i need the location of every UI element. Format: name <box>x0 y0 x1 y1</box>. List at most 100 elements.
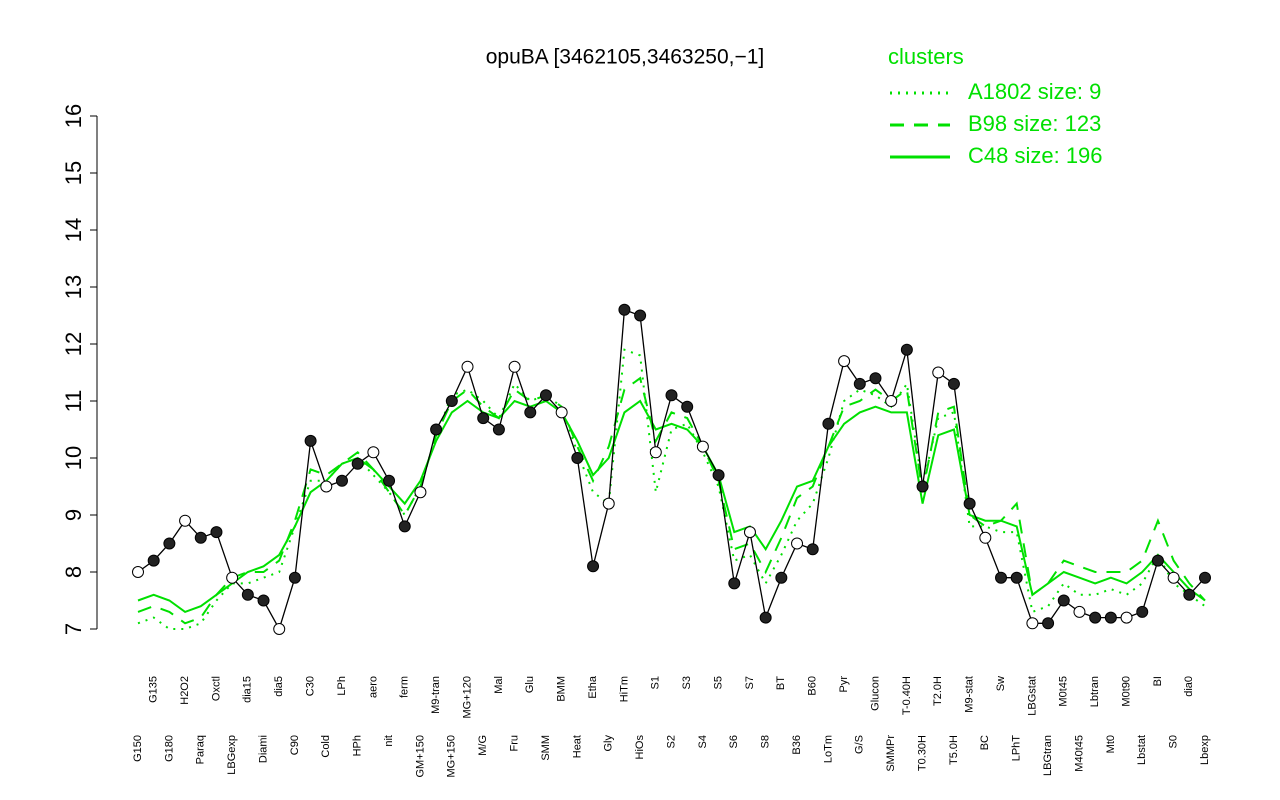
x-tick-label: Glucon <box>869 676 881 711</box>
data-point <box>1199 571 1211 584</box>
data-point <box>508 360 521 373</box>
data-point <box>838 355 851 368</box>
x-tick-label: S0 <box>1168 735 1180 748</box>
y-tick-label: 16 <box>61 104 86 128</box>
x-tick-label: T0.30H <box>916 735 928 771</box>
x-tick-label: M/G <box>477 735 489 756</box>
data-point <box>587 560 600 573</box>
data-point <box>822 417 835 430</box>
data-point <box>273 623 286 635</box>
x-tick-label: M0t45 <box>1058 676 1070 707</box>
x-tick-label: M9-tran <box>430 676 442 714</box>
legend-label: C48 size: 196 <box>968 143 1103 168</box>
x-tick-label: LPhT <box>1011 735 1023 762</box>
data-point <box>1073 605 1086 618</box>
x-tick-label: LoTm <box>822 735 834 763</box>
data-point <box>430 423 443 436</box>
data-point <box>743 526 756 539</box>
x-tick-label: S6 <box>728 735 740 748</box>
data-point <box>524 406 537 419</box>
x-tick-label: T-0.40H <box>901 676 913 715</box>
data-point <box>712 469 725 482</box>
data-point <box>555 406 568 419</box>
x-tick-label: S4 <box>697 735 709 748</box>
x-tick-label: Heat <box>571 735 583 758</box>
data-point <box>257 594 270 607</box>
data-point <box>492 423 505 436</box>
x-tick-label: G180 <box>163 735 175 762</box>
x-tick-label: HiTm <box>618 676 630 702</box>
data-point <box>1151 554 1164 567</box>
data-point <box>288 571 301 584</box>
y-tick-label: 8 <box>61 566 86 578</box>
x-tick-label: Gly <box>603 735 615 752</box>
x-tick-label: BI <box>1152 676 1164 686</box>
x-tick-label: SMMPr <box>885 735 897 772</box>
y-tick-label: 7 <box>61 623 86 635</box>
data-point <box>445 395 458 407</box>
chart-title: opuBA [3462105,3463250,−1] <box>486 46 765 69</box>
data-point <box>963 497 976 510</box>
data-point <box>806 543 819 556</box>
x-tick-label: GM+150 <box>414 735 426 778</box>
data-point <box>226 571 239 584</box>
y-tick-label: 14 <box>61 218 86 242</box>
x-tick-label: LBGexp <box>226 735 238 775</box>
x-tick-label: B60 <box>807 676 819 696</box>
x-tick-label: Cold <box>320 735 332 758</box>
x-tick-label: ferm <box>399 676 411 698</box>
x-tick-label: S8 <box>760 735 772 748</box>
legend-label: B98 size: 123 <box>968 111 1101 136</box>
x-tick-label: T2.0H <box>932 676 944 706</box>
data-point <box>194 531 207 544</box>
data-point <box>885 395 898 407</box>
x-tick-label: S7 <box>744 676 756 689</box>
x-tick-label: BC <box>979 735 991 750</box>
data-point <box>210 526 223 539</box>
data-point <box>461 360 474 373</box>
data-point <box>241 588 254 601</box>
x-tick-label: HPh <box>352 735 364 756</box>
data-point <box>916 480 929 493</box>
x-tick-label: LBGstat <box>1026 676 1038 716</box>
x-tick-label: T5.0H <box>948 735 960 765</box>
data-point <box>477 412 490 425</box>
data-point <box>618 303 631 316</box>
x-tick-label: dia5 <box>273 676 285 697</box>
data-point <box>932 366 945 379</box>
y-tick-label: 15 <box>61 161 86 185</box>
data-point <box>853 377 866 390</box>
data-point <box>383 474 396 487</box>
y-tick-label: 10 <box>61 446 86 470</box>
data-point <box>147 554 160 567</box>
data-point <box>414 486 427 499</box>
data-point <box>900 343 913 356</box>
x-tick-label: Sw <box>995 676 1007 691</box>
x-tick-label: dia0 <box>1183 676 1195 697</box>
x-tick-label: Mt0 <box>1105 735 1117 753</box>
x-tick-label: Oxctl <box>210 676 222 701</box>
x-tick-label: BMM <box>556 676 568 702</box>
cluster-line <box>137 376 1206 625</box>
x-tick-label: LPh <box>336 676 348 696</box>
x-tick-label: C90 <box>289 735 301 755</box>
data-point <box>665 389 678 402</box>
data-point <box>602 497 615 510</box>
data-point <box>1120 611 1133 624</box>
y-tick-label: 12 <box>61 332 86 356</box>
data-point <box>681 400 694 413</box>
data-point <box>1026 617 1039 630</box>
x-tick-label: S2 <box>665 735 677 748</box>
x-tick-label: Paraq <box>195 735 207 764</box>
x-tick-label: Etha <box>587 675 599 699</box>
cluster-line <box>137 399 1206 614</box>
x-tick-label: G150 <box>132 735 144 762</box>
data-point <box>869 372 882 385</box>
data-point <box>179 514 192 527</box>
data-point <box>634 309 647 322</box>
data-point <box>320 480 333 493</box>
x-tick-label: G/S <box>854 735 866 754</box>
data-point <box>1183 588 1196 601</box>
data-point <box>1167 571 1180 584</box>
